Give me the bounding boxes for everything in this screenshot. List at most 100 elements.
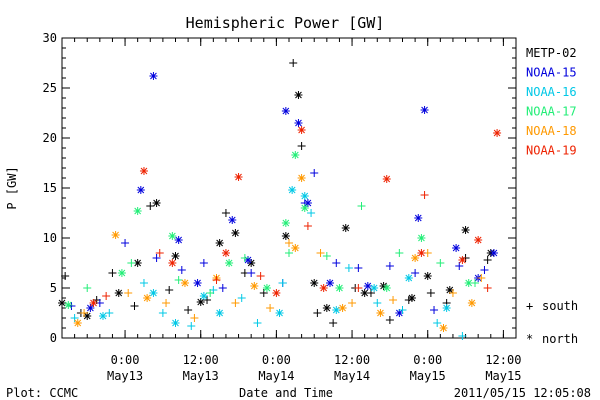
noaa-15-north-point xyxy=(325,279,334,287)
y-axis-label: P [GW] xyxy=(5,166,19,209)
x-tick-time-label: 12:00 xyxy=(334,353,370,367)
noaa-15-south-point xyxy=(354,264,363,272)
metp-02-south-point xyxy=(108,269,117,277)
noaa-18-south-point xyxy=(285,239,293,247)
metp-02-north-point xyxy=(423,272,432,280)
noaa-17-south-point xyxy=(357,202,366,210)
noaa-18-north-point xyxy=(439,324,448,332)
legend-entry-metp-02: METP-02 xyxy=(526,46,577,60)
noaa-17-north-point xyxy=(117,269,126,277)
noaa-16-south-point xyxy=(373,299,382,307)
noaa-16-south-point xyxy=(433,319,442,327)
noaa-18-south-point xyxy=(348,299,357,307)
metp-02-south-point xyxy=(426,289,435,297)
noaa-16-south-point xyxy=(278,279,287,287)
north-marker-label: north xyxy=(542,332,578,346)
metp-02-south-point xyxy=(259,289,268,297)
noaa-18-south-point xyxy=(316,249,325,257)
noaa-19-north-point xyxy=(221,249,230,257)
noaa-17-south-point xyxy=(206,289,215,297)
x-tick-date-label: May14 xyxy=(334,369,370,383)
noaa-15-south-point xyxy=(199,259,208,267)
x-axis-label: Date and Time xyxy=(239,386,333,400)
noaa-15-north-point xyxy=(86,304,95,312)
noaa-16-north-point xyxy=(199,292,208,300)
plot-credit: Plot: CCMC xyxy=(6,386,78,400)
noaa-17-north-point xyxy=(382,284,391,292)
metp-02-north-point xyxy=(445,286,454,294)
noaa-17-south-point xyxy=(395,249,404,257)
noaa-18-south-point xyxy=(389,296,398,304)
x-tick-time-label: 12:00 xyxy=(485,353,521,367)
noaa-17-south-point xyxy=(322,252,331,260)
noaa-18-south-point xyxy=(448,289,457,297)
noaa-16-south-point xyxy=(237,294,246,302)
noaa-19-north-point xyxy=(139,167,148,175)
noaa-15-north-point xyxy=(452,244,461,252)
noaa-17-south-point xyxy=(285,249,293,257)
noaa-17-south-point xyxy=(127,259,136,267)
metp-02-south-point xyxy=(184,306,193,314)
y-tick-label: 25 xyxy=(43,81,57,95)
metp-02-north-point xyxy=(281,232,290,240)
noaa-19-north-point xyxy=(493,129,502,137)
noaa-15-south-point xyxy=(411,269,420,277)
x-tick-date-label: May13 xyxy=(107,369,143,383)
x-tick-date-label: May15 xyxy=(485,369,521,383)
metp-02-north-point xyxy=(461,226,470,234)
noaa-18-north-point xyxy=(338,304,347,312)
y-tick-label: 0 xyxy=(50,331,57,345)
metp-02-south-point xyxy=(329,319,338,327)
noaa-15-south-point xyxy=(455,262,464,270)
noaa-19-north-point xyxy=(234,173,243,181)
metp-02-north-point xyxy=(360,289,369,297)
noaa-15-north-point xyxy=(489,249,498,257)
chart-title: Hemispheric Power [GW] xyxy=(186,14,385,32)
data-points xyxy=(58,59,502,340)
noaa-17-south-point xyxy=(240,254,249,262)
metp-02-south-point xyxy=(146,202,155,210)
noaa-19-north-point xyxy=(474,236,483,244)
noaa-16-north-point xyxy=(288,186,297,194)
noaa-16-north-point xyxy=(332,306,341,314)
x-tick-date-label: May14 xyxy=(258,369,294,383)
noaa-18-south-point xyxy=(477,274,486,282)
x-tick-time-label: 0:00 xyxy=(262,353,291,367)
x-tick-time-label: 0:00 xyxy=(413,353,442,367)
noaa-17-north-point xyxy=(291,151,300,159)
noaa-19-north-point xyxy=(168,259,177,267)
noaa-16-south-point xyxy=(398,306,407,314)
metp-02-north-point xyxy=(294,91,303,99)
metp-02-south-point xyxy=(385,316,394,324)
x-tick-date-label: May13 xyxy=(183,369,219,383)
metp-02-south-point xyxy=(483,256,492,264)
legend-entry-noaa-18: NOAA-18 xyxy=(526,124,577,138)
metp-02-north-point xyxy=(58,299,66,307)
legend-entry-noaa-19: NOAA-19 xyxy=(526,144,577,158)
metp-02-south-point xyxy=(289,59,298,67)
noaa-19-south-point xyxy=(256,272,265,280)
metp-02-south-point xyxy=(165,286,174,294)
noaa-19-south-point xyxy=(483,284,492,292)
noaa-16-south-point xyxy=(158,309,167,317)
south-marker-symbol: + xyxy=(526,299,533,313)
noaa-15-south-point xyxy=(247,269,256,277)
noaa-16-south-point xyxy=(139,279,148,287)
metp-02-north-point xyxy=(215,239,224,247)
noaa-18-south-point xyxy=(80,309,89,317)
noaa-18-south-point xyxy=(124,289,133,297)
noaa-16-north-point xyxy=(215,309,224,317)
noaa-19-south-point xyxy=(420,191,429,199)
noaa-17-north-point xyxy=(225,259,234,267)
noaa-17-south-point xyxy=(83,284,92,292)
noaa-19-north-point xyxy=(89,299,98,307)
noaa-15-south-point xyxy=(121,239,130,247)
metp-02-north-point xyxy=(196,298,205,306)
noaa-19-south-point xyxy=(354,284,363,292)
noaa-15-south-point xyxy=(385,262,394,270)
metp-02-north-point xyxy=(231,229,240,237)
y-tick-label: 5 xyxy=(50,281,57,295)
noaa-17-north-point xyxy=(133,207,142,215)
noaa-15-south-point xyxy=(218,284,227,292)
